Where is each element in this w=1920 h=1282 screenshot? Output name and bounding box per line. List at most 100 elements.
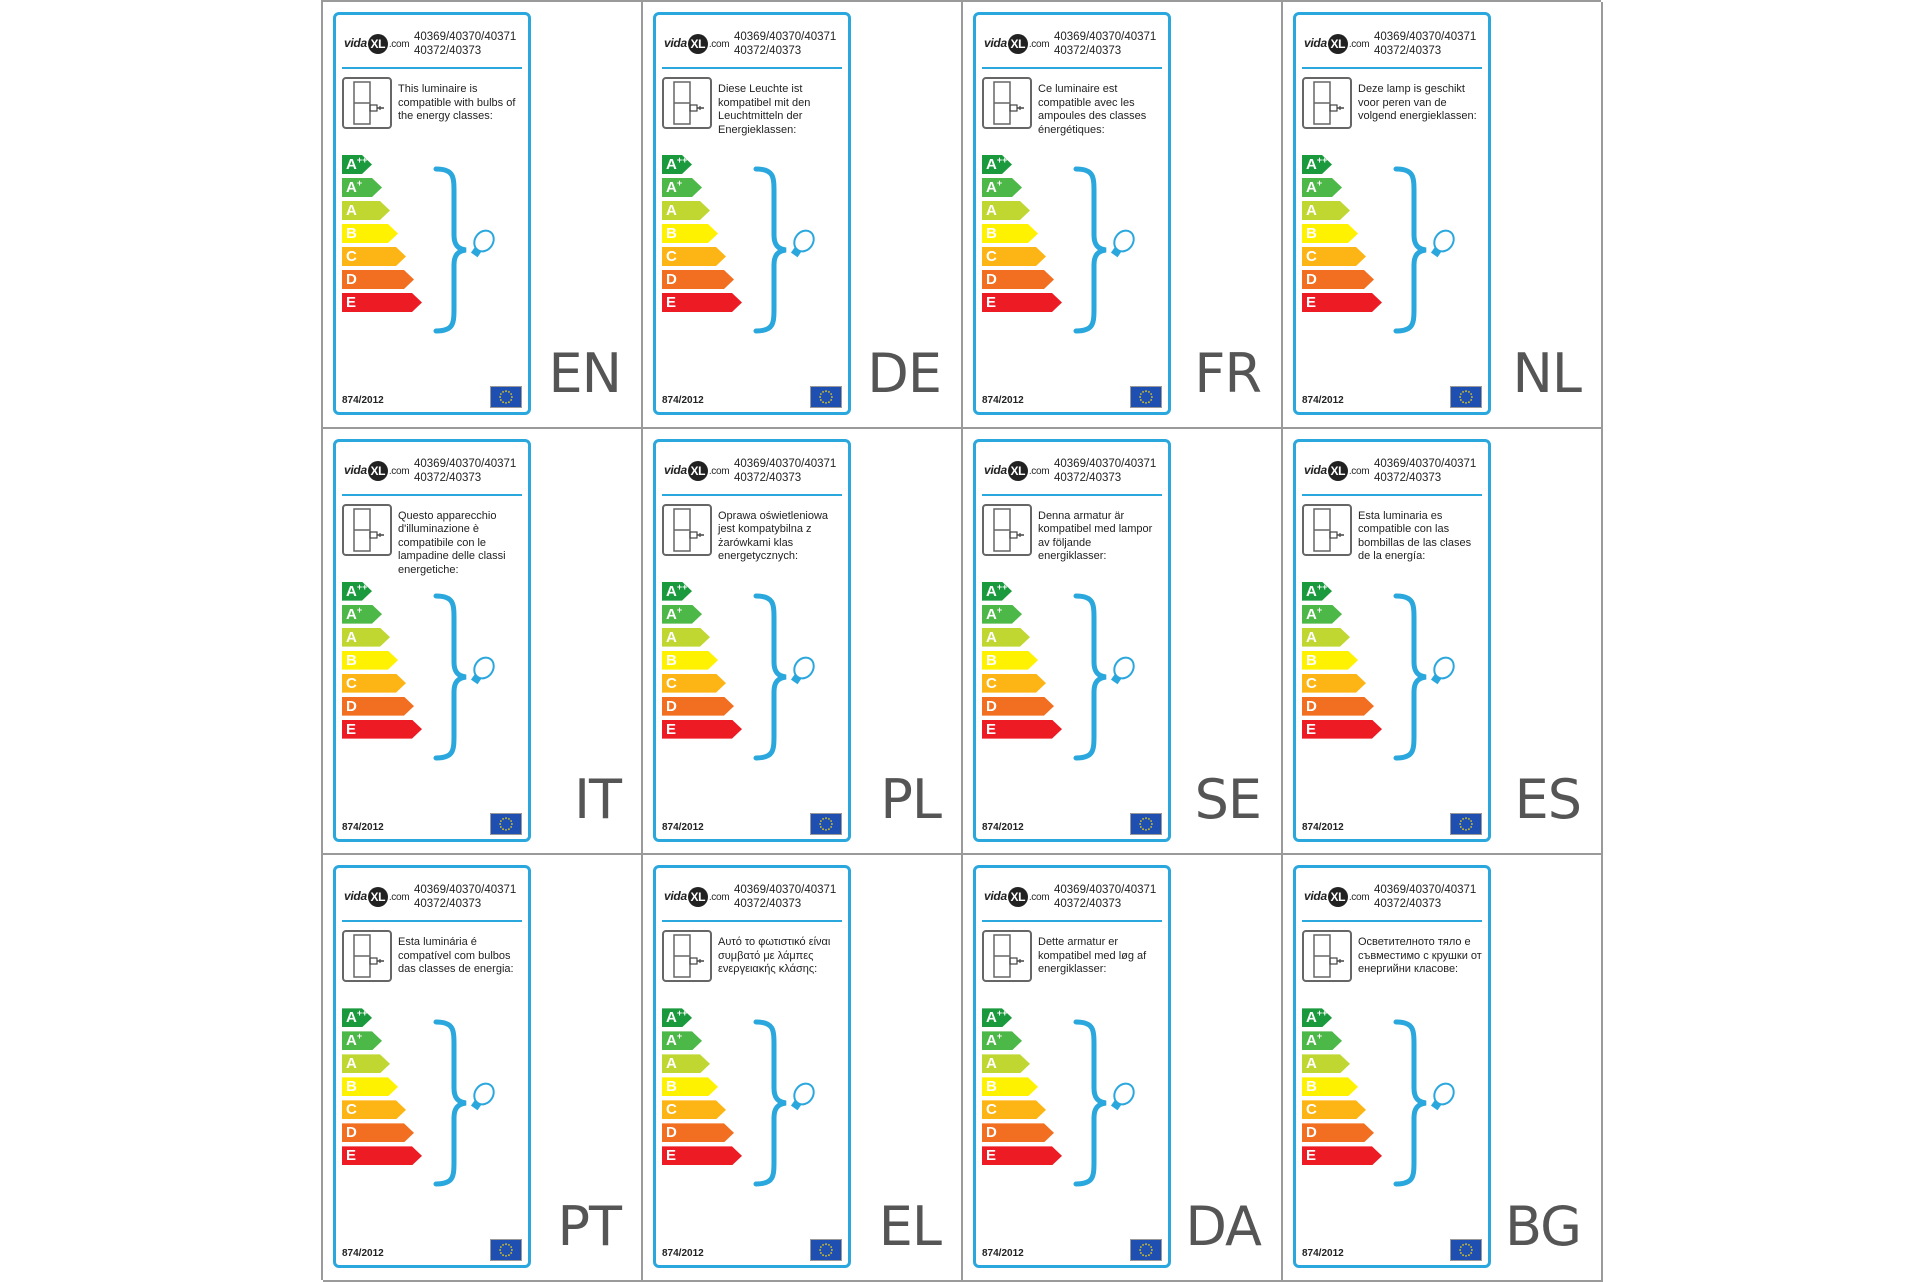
energy-class-bar: B [342, 224, 398, 243]
energy-class-bar: A+ [982, 605, 1022, 624]
energy-class-bar: A++ [342, 155, 372, 174]
energy-class-bar: A++ [662, 155, 692, 174]
regulation-number: 874/2012 [662, 821, 704, 833]
energy-label-card: vida XL .com 40369/40370/40371 40372/40373… [653, 12, 851, 415]
energy-class-bar: D [342, 1123, 414, 1142]
regulation-number: 874/2012 [982, 821, 1024, 833]
energy-class-scale: A++ A+ A B C D E [662, 155, 742, 316]
vidaxl-logo: vida XL .com [1304, 887, 1370, 908]
vidaxl-logo: vida XL .com [664, 34, 730, 54]
vidaxl-logo: vida XL .com [344, 34, 410, 54]
regulation-number: 874/2012 [982, 1248, 1024, 1260]
model-numbers: 40369/40370/40371 40372/40373 [1054, 457, 1157, 484]
luminaire-icon [342, 503, 392, 556]
energy-class-bar: E [342, 720, 422, 739]
energy-class-bar: C [1302, 674, 1366, 693]
energy-class-bar: C [342, 674, 406, 693]
energy-label-card: vida XL .com 40369/40370/40371 40372/40373… [1293, 865, 1491, 1269]
energy-class-bar: C [662, 247, 726, 266]
energy-class-bar: A [662, 201, 710, 220]
label-cell-pt: vida XL .com 40369/40370/40371 40372/40373… [323, 855, 643, 1282]
luminaire-icon [982, 930, 1032, 983]
energy-class-bar: A+ [662, 605, 702, 624]
divider [662, 67, 842, 69]
energy-class-bar: E [342, 293, 422, 312]
energy-label-card: vida XL .com 40369/40370/40371 40372/40373… [333, 438, 531, 842]
compatibility-text: Esta luminaria es compatible con las bom… [1358, 509, 1472, 563]
label-cell-en: vida XL .com 40369/40370/40371 40372/40373… [323, 2, 643, 429]
energy-class-bar: A+ [982, 178, 1022, 197]
brace-bulb-icon [1073, 1019, 1135, 1187]
language-code: IT [574, 768, 622, 832]
energy-class-bar: A [982, 201, 1030, 220]
compatibility-text: Dette armatur er kompatibel med løg af e… [1038, 936, 1147, 976]
energy-class-bar: A+ [662, 1031, 702, 1050]
label-cell-de: vida XL .com 40369/40370/40371 40372/40373… [643, 2, 963, 429]
energy-class-bar: E [342, 1146, 422, 1165]
energy-class-bar: A [342, 628, 390, 647]
energy-class-bar: B [982, 1077, 1038, 1096]
compatibility-text: Diese Leuchte ist kompatibel mit den Leu… [718, 83, 811, 136]
energy-class-bar: A+ [342, 178, 382, 197]
regulation-number: 874/2012 [662, 1248, 704, 1260]
energy-class-bar: C [982, 247, 1046, 266]
model-numbers: 40369/40370/40371 40372/40373 [1374, 884, 1477, 911]
divider [982, 493, 1162, 496]
label-cell-fr: vida XL .com 40369/40370/40371 40372/40373… [963, 2, 1283, 429]
divider [982, 67, 1162, 69]
language-code: DE [867, 341, 942, 405]
compatibility-text: Denna armatur är kompatibel med lampor a… [1038, 509, 1153, 563]
energy-label-card: vida XL .com 40369/40370/40371 40372/40373… [1293, 12, 1491, 415]
energy-class-bar: E [662, 720, 742, 739]
compatibility-text: Αυτό το φωτιστικό είναι συμβατό με λάμπε… [718, 936, 831, 976]
brace-bulb-icon [753, 593, 815, 761]
energy-class-bar: D [1302, 697, 1374, 716]
energy-class-bar: A++ [982, 1008, 1012, 1027]
divider [1302, 920, 1482, 923]
language-code: NL [1512, 341, 1582, 405]
model-numbers: 40369/40370/40371 40372/40373 [1374, 31, 1477, 57]
luminaire-icon [982, 503, 1032, 556]
energy-class-bar: A++ [982, 155, 1012, 174]
label-cell-es: vida XL .com 40369/40370/40371 40372/40373… [1283, 428, 1603, 856]
divider [342, 67, 522, 69]
eu-flag-icon [1130, 386, 1162, 408]
model-numbers: 40369/40370/40371 40372/40373 [1374, 457, 1477, 484]
brace-bulb-icon [1073, 166, 1135, 334]
eu-flag-icon [810, 1239, 842, 1262]
energy-class-bar: A+ [342, 605, 382, 624]
divider [662, 493, 842, 496]
energy-class-bar: B [662, 224, 718, 243]
energy-class-bar: A+ [662, 178, 702, 197]
energy-label-card: vida XL .com 40369/40370/40371 40372/40373… [973, 865, 1171, 1269]
regulation-number: 874/2012 [1302, 821, 1344, 833]
energy-class-bar: A+ [982, 1031, 1022, 1050]
energy-class-bar: E [662, 293, 742, 312]
energy-class-bar: A [1302, 628, 1350, 647]
model-numbers: 40369/40370/40371 40372/40373 [734, 457, 837, 484]
energy-label-card: vida XL .com 40369/40370/40371 40372/40373… [973, 12, 1171, 415]
divider [1302, 67, 1482, 69]
language-code: SE [1194, 768, 1262, 832]
label-cell-pl: vida XL .com 40369/40370/40371 40372/40373… [643, 428, 963, 856]
energy-label-sheet: vida XL .com 40369/40370/40371 40372/40373… [321, 0, 1603, 1282]
luminaire-icon [342, 930, 392, 983]
vidaxl-logo: vida XL .com [984, 887, 1050, 908]
energy-label-card: vida XL .com 40369/40370/40371 40372/40373… [973, 438, 1171, 842]
label-cell-da: vida XL .com 40369/40370/40371 40372/40373… [963, 855, 1283, 1282]
energy-class-bar: A+ [1302, 605, 1342, 624]
energy-class-scale: A++ A+ A B C D E [982, 155, 1062, 316]
energy-class-scale: A++ A+ A B C D E [1302, 155, 1382, 316]
energy-class-scale: A++ A+ A B C D E [662, 1008, 742, 1169]
eu-flag-icon [490, 812, 522, 835]
energy-class-bar: C [342, 247, 406, 266]
energy-class-bar: B [982, 224, 1038, 243]
energy-class-bar: A++ [662, 582, 692, 601]
compatibility-text: Ce luminaire est compatible avec les amp… [1038, 83, 1147, 136]
energy-class-bar: C [1302, 247, 1366, 266]
energy-class-bar: A++ [662, 1008, 692, 1027]
energy-class-bar: C [982, 674, 1046, 693]
eu-flag-icon [1130, 1239, 1162, 1262]
energy-label-card: vida XL .com 40369/40370/40371 40372/40373… [653, 438, 851, 842]
energy-class-bar: A [1302, 1054, 1350, 1073]
